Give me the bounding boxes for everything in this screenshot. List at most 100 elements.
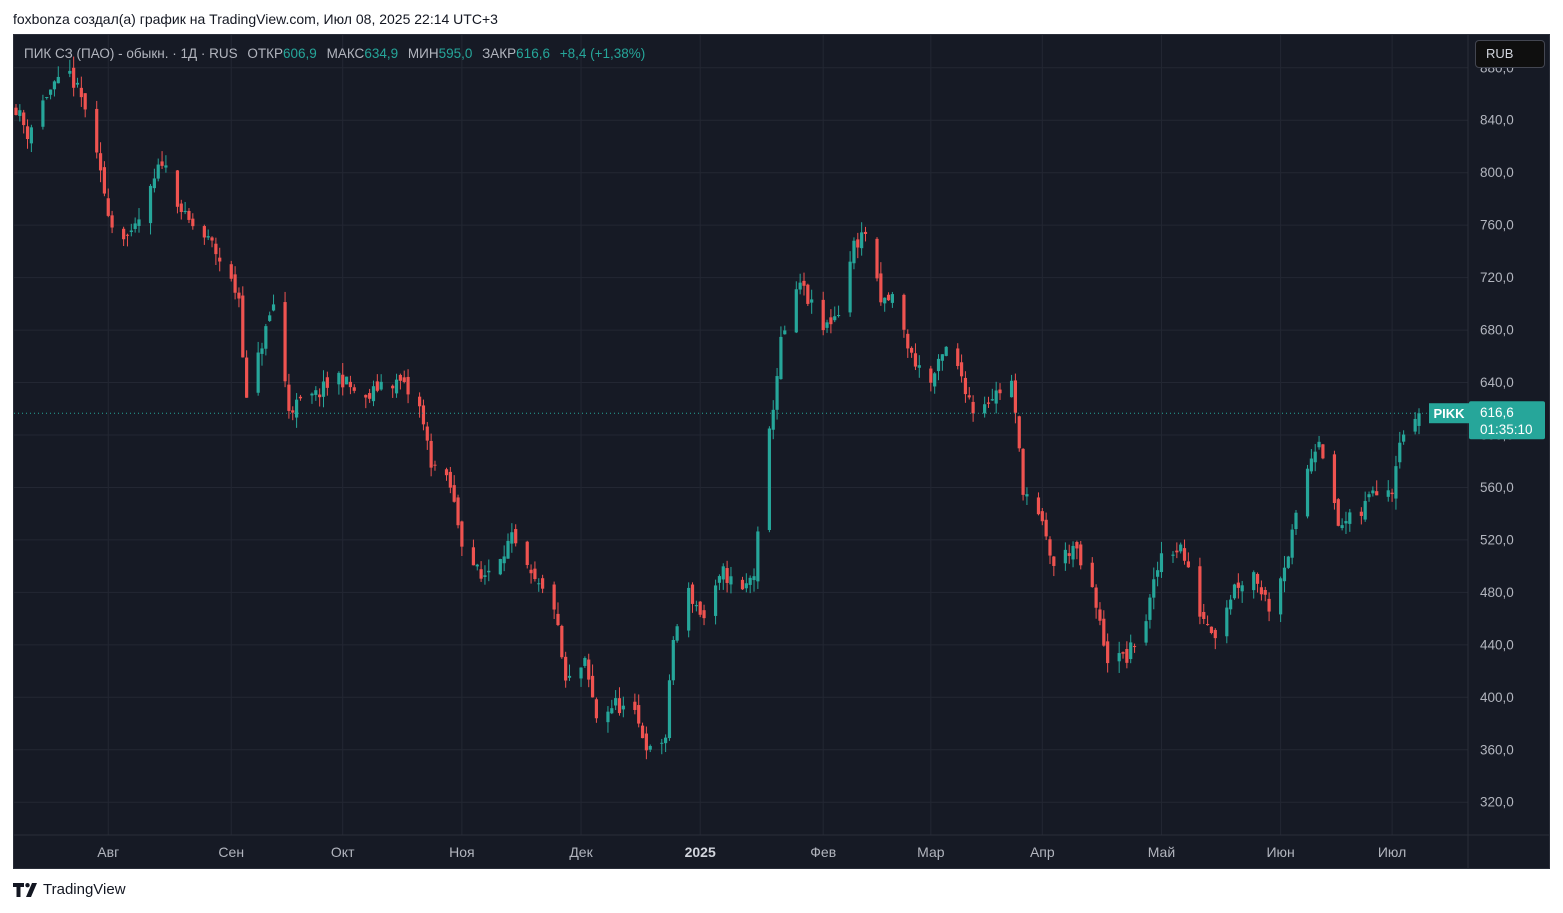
candle-body: [160, 161, 164, 166]
candle-body: [902, 294, 906, 330]
candle-body: [564, 656, 568, 681]
candle-body: [110, 215, 114, 228]
candle-body: [68, 70, 72, 74]
candle-body: [1359, 511, 1363, 516]
candle-body: [1202, 611, 1206, 619]
candle-body: [783, 330, 787, 335]
candle-body: [421, 405, 426, 425]
candle-body: [125, 234, 130, 236]
candle-body: [1402, 434, 1406, 442]
candle-body: [702, 610, 706, 619]
candle-body: [1344, 521, 1348, 524]
candle-body: [371, 386, 376, 402]
candle-body: [1286, 556, 1290, 568]
candle-body: [25, 126, 30, 140]
candle-body: [502, 556, 506, 564]
x-tick-label: Авг: [97, 844, 119, 860]
candle-body: [610, 708, 614, 714]
candle-body: [829, 317, 833, 325]
chart-frame[interactable]: 880,0840,0800,0760,0720,0680,0640,0600,0…: [13, 34, 1550, 869]
candle-body: [256, 352, 260, 393]
legend-high-label: МАКС: [326, 46, 365, 61]
candle-body: [133, 223, 137, 229]
candle-body: [579, 667, 583, 679]
candle-body: [18, 110, 22, 116]
candle-body: [52, 81, 57, 90]
candle-body: [1132, 646, 1137, 648]
candle-body: [402, 377, 406, 383]
candle-body: [698, 601, 702, 615]
candle-body: [1071, 545, 1075, 560]
candle-body: [156, 164, 160, 179]
candle-body: [744, 583, 748, 589]
candle-body: [806, 284, 810, 304]
candle-body: [233, 274, 237, 293]
candle-body: [425, 426, 429, 441]
candle-body: [137, 219, 141, 226]
candle-body: [833, 316, 837, 321]
candle-body: [1317, 441, 1321, 448]
candle-body: [298, 396, 303, 399]
candle-body: [452, 485, 456, 502]
chart-legend: ПИК СЗ (ПАО) - обыкн. · 1Д · RUS ОТКР606…: [24, 46, 645, 61]
candle-body: [45, 97, 49, 99]
candle-body: [1009, 380, 1014, 398]
candle-body: [1375, 491, 1379, 496]
candle-body: [886, 294, 891, 301]
x-tick-label: Окт: [331, 844, 355, 860]
candle-body: [810, 299, 814, 303]
candle-body: [98, 153, 103, 171]
candle-body: [1367, 494, 1371, 498]
candle-body: [1013, 380, 1017, 413]
candle-body: [1232, 584, 1237, 599]
candle-body: [429, 440, 433, 468]
candle-body: [879, 273, 883, 303]
legend-instrument: ПИК СЗ (ПАО) - обыкн. · 1Д · RUS: [24, 46, 238, 61]
candle-body: [1129, 642, 1133, 660]
candle-body: [448, 471, 452, 488]
candle-body: [740, 579, 745, 590]
candle-body: [752, 576, 756, 581]
candle-body: [1371, 490, 1375, 494]
candlestick-chart[interactable]: 880,0840,0800,0760,0720,0680,0640,0600,0…: [14, 35, 1550, 869]
candle-body: [1198, 566, 1202, 617]
candle-body: [1348, 512, 1352, 524]
candle-body: [533, 568, 537, 580]
candle-body: [771, 409, 775, 430]
footer-brand: TradingView: [13, 881, 126, 898]
candle-body: [191, 218, 195, 227]
candle-body: [959, 362, 964, 377]
candle-body: [767, 428, 771, 530]
candle-body: [56, 76, 60, 84]
candle-body: [852, 240, 856, 264]
candle-body: [821, 299, 825, 331]
candle-body: [444, 469, 449, 476]
candle-body: [1144, 621, 1148, 643]
legend-open-label: ОТКР: [247, 46, 284, 61]
candle-body: [237, 292, 241, 299]
candle-body: [1225, 607, 1229, 637]
candle-body: [398, 374, 402, 381]
candle-body: [291, 410, 295, 413]
y-tick-label: 440,0: [1480, 637, 1514, 652]
candle-body: [525, 541, 529, 565]
candle-body: [883, 297, 887, 304]
candle-body: [929, 368, 933, 383]
candle-body: [1102, 618, 1106, 646]
candle-body: [594, 699, 599, 719]
candle-body: [1067, 553, 1071, 556]
candle-body: [321, 381, 326, 397]
y-tick-label: 760,0: [1480, 218, 1514, 233]
candle-body: [375, 381, 379, 391]
candle-body: [1336, 499, 1340, 526]
currency-button[interactable]: RUB: [1475, 40, 1545, 68]
candle-body: [368, 393, 372, 399]
candle-body: [1106, 641, 1110, 664]
candle-body: [164, 165, 168, 168]
candle-body: [179, 203, 183, 212]
candle-body: [498, 558, 502, 575]
candle-body: [79, 87, 83, 98]
candle-body: [1075, 542, 1079, 549]
candle-body: [1255, 573, 1260, 584]
candle-body: [621, 705, 625, 710]
